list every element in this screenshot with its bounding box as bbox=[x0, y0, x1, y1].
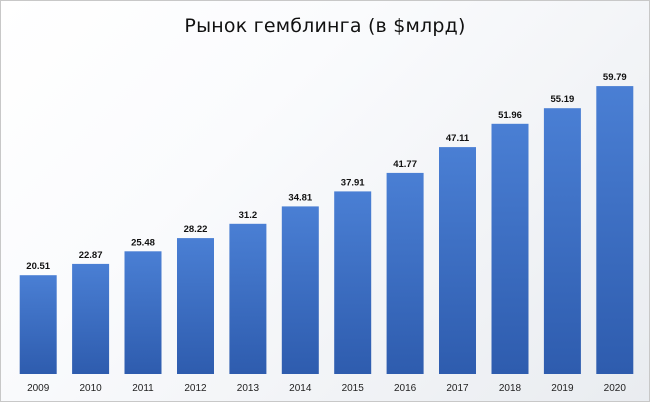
value-label-2016: 41.77 bbox=[393, 159, 417, 170]
tick-label-2013: 2013 bbox=[237, 383, 260, 394]
x-axis-tick-labels: 2009 2010 2011 2012 2013 2014 2015 2016 2017 2018… bbox=[27, 383, 626, 394]
value-label-2014: 34.81 bbox=[288, 192, 312, 203]
tick-label-2015: 2015 bbox=[342, 383, 365, 394]
value-label-2009: 20.51 bbox=[26, 261, 50, 272]
tick-label-2016: 2016 bbox=[394, 383, 417, 394]
value-label-2011: 25.48 bbox=[131, 237, 155, 248]
tick-label-2019: 2019 bbox=[551, 383, 574, 394]
bar-2009 bbox=[19, 275, 57, 374]
value-label-2017: 47.11 bbox=[446, 133, 470, 144]
value-label-2012: 28.22 bbox=[184, 224, 208, 235]
value-label-2020: 59.79 bbox=[603, 72, 627, 83]
bar-2011 bbox=[124, 251, 162, 374]
bar-2010 bbox=[72, 263, 110, 374]
value-label-2010: 22.87 bbox=[79, 250, 103, 261]
bar-2020 bbox=[596, 86, 634, 374]
bar-2012 bbox=[177, 238, 214, 374]
tick-label-2018: 2018 bbox=[499, 383, 522, 394]
bar-2017 bbox=[439, 147, 476, 374]
bar-2019 bbox=[543, 108, 581, 374]
bar-2016 bbox=[386, 172, 424, 374]
bar-2014 bbox=[281, 206, 319, 374]
tick-label-2011: 2011 bbox=[132, 383, 154, 394]
bar-2015 bbox=[334, 191, 372, 374]
bar-2018 bbox=[491, 123, 529, 374]
tick-label-2012: 2012 bbox=[184, 383, 207, 394]
tick-label-2014: 2014 bbox=[289, 383, 312, 394]
bars-group bbox=[19, 86, 634, 374]
tick-label-2010: 2010 bbox=[79, 383, 102, 394]
value-label-2019: 55.19 bbox=[551, 94, 575, 105]
value-labels-group: 20.51 22.87 25.48 28.22 31.2 34.81 37.91 41.77 4… bbox=[26, 72, 626, 272]
value-label-2018: 51.96 bbox=[498, 110, 522, 121]
tick-label-2017: 2017 bbox=[446, 383, 469, 394]
tick-label-2020: 2020 bbox=[604, 383, 627, 394]
tick-label-2009: 2009 bbox=[27, 383, 50, 394]
bar-2013 bbox=[229, 223, 267, 374]
value-label-2015: 37.91 bbox=[341, 177, 365, 188]
value-label-2013: 31.2 bbox=[239, 210, 258, 221]
chart-title: Рынок гемблинга (в $млрд) bbox=[184, 15, 466, 37]
